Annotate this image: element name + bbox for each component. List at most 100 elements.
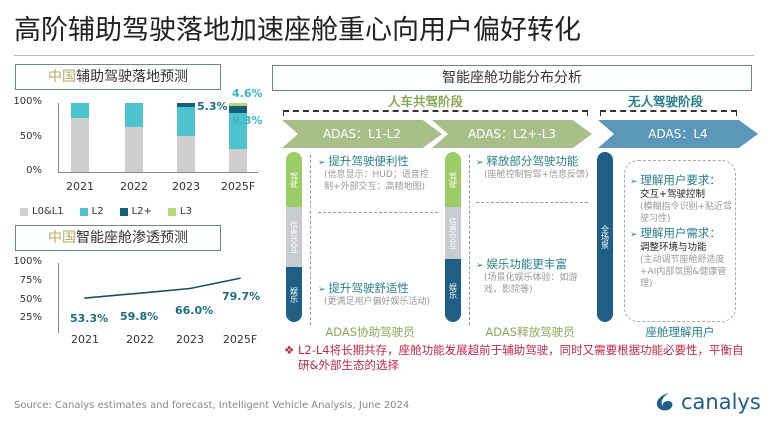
col3-box <box>624 160 736 322</box>
line-x-tick: 2025F <box>222 333 258 346</box>
line-y-tick: 25% <box>19 312 42 324</box>
line-data-label: 66.0% <box>175 304 214 317</box>
key-note: ❖ L2-L4将长期共存，座舱功能发展超前于辅助驾驶，同时又需要根据功能必要性，… <box>284 343 754 373</box>
line-plot <box>84 277 241 299</box>
col3-bold-2: 调整环境与功能 <box>640 242 707 253</box>
canalys-logo-text: canalys <box>681 390 761 414</box>
divider <box>476 202 588 203</box>
bar-L2+-2025F <box>229 106 247 113</box>
col1-sub-1: (信息显示：HUD；语音控制+外部交互：高精地图) <box>324 170 429 192</box>
legend-swatch <box>167 207 176 216</box>
bar-L2-2021 <box>71 103 89 119</box>
title-divider <box>14 55 754 56</box>
pill-col2: 驾驶 信息交互 娱乐 <box>445 152 461 322</box>
arrow-l1-l2: ADAS：L1-L2 <box>282 120 442 148</box>
bar-L2+-2023 <box>177 103 195 107</box>
legend-item: L3 <box>167 206 192 217</box>
pill-driving: 驾驶 <box>286 152 302 207</box>
pill-entertainment: 娱乐 <box>286 267 302 322</box>
line-data-label: 79.7% <box>222 290 261 303</box>
col1-caption: ADAS协助驾驶员 <box>325 325 415 339</box>
bar-chart-title-prefix: 中国 <box>48 69 76 85</box>
bar-L0&L1-2025F <box>229 149 247 172</box>
bar-x-tick: 2021 <box>66 180 94 193</box>
pill-all-scenario: 全场景 <box>597 152 613 322</box>
arrow-l4: ADAS：L4 <box>598 120 758 148</box>
bar-y-axis <box>58 103 59 172</box>
col1-bottom: 提升驾驶舒适性 (更满足用户偏好娱乐活动) <box>318 280 436 308</box>
bar-y-tick: 100% <box>13 96 42 107</box>
bar-L0&L1-2021 <box>71 118 89 172</box>
line-series <box>84 277 241 299</box>
bar-L2-2022 <box>125 103 143 128</box>
col1-heading-1: 提升驾驶便利性 <box>318 153 436 169</box>
col2-sub-2: (场景化娱乐体验：如游戏，影院等) <box>484 273 578 295</box>
bar-L3-2025F <box>229 103 247 107</box>
line-x-tick: 2022 <box>126 333 154 346</box>
bar-x-tick: 2023 <box>172 180 200 193</box>
col2-sub-1: (座舱控制智驾+信息反馈) <box>484 170 589 180</box>
pill-info: 信息交互 <box>445 207 461 259</box>
line-y-tick: 50% <box>19 293 42 305</box>
line-point <box>139 292 141 294</box>
col3-sub-2: (主动调节座舱舒适度+AI内部氛围&健康管理) <box>640 255 727 289</box>
line-y-tick: 100% <box>13 256 42 267</box>
bar-legend: L0&L1 L2 L2+ L3 <box>20 206 192 217</box>
legend-swatch <box>119 207 128 216</box>
bar-label-l2plus-2023: 5.3% <box>197 100 228 113</box>
bar-x-tick: 2022 <box>120 180 148 193</box>
stage-co-driving: 人车共驾阶段 <box>388 94 464 109</box>
col2-heading-1: 释放部分驾驶功能 <box>476 153 594 169</box>
line-chart-title-text: 智能座舱渗透预测 <box>76 230 188 246</box>
col2-top: 释放部分驾驶功能 (座舱控制智驾+信息反馈) <box>476 153 594 181</box>
divider <box>318 212 438 213</box>
line-point <box>84 297 86 299</box>
col3-bold-1: 交互+驾驶控制 <box>640 189 705 200</box>
source-note: Source: Canalys estimates and forecast, … <box>14 400 410 411</box>
line-y-axis <box>58 263 59 333</box>
line-point <box>239 277 241 280</box>
stage-bracket-2 <box>600 110 737 116</box>
legend-item: L0&L1 <box>20 206 64 217</box>
canalys-logo: canalys <box>655 390 761 414</box>
diamond-bullet-icon: ❖ <box>284 343 298 357</box>
col2-bottom: 娱乐功能更丰富 (场景化娱乐体验：如游戏，影院等) <box>476 256 591 296</box>
col1-heading-2: 提升驾驶舒适性 <box>318 280 436 296</box>
bar-x-axis <box>58 172 258 173</box>
pill-col3: 全场景 <box>597 152 613 322</box>
bar-y-tick: 50% <box>19 130 42 142</box>
line-chart-title: 中国智能座舱渗透预测 <box>15 225 221 251</box>
canalys-logo-icon <box>656 393 673 411</box>
bar-label-l2plus-2025: 9.3% <box>232 114 263 127</box>
legend-label: L2 <box>91 206 104 217</box>
slide-title: 高阶辅助驾驶落地加速座舱重心向用户偏好转化 <box>14 15 581 46</box>
bar-label-l3-2025: 4.6% <box>232 87 263 100</box>
legend-item: L2+ <box>119 206 152 217</box>
legend-label: L3 <box>179 206 192 217</box>
bar-L2-2025F <box>229 112 247 150</box>
col3-sub-1: (模糊指令识别+贴近驾驶习性) <box>640 202 733 224</box>
bar-x-tick: 2025F <box>220 180 256 193</box>
stage-bracket-1 <box>283 110 588 116</box>
divider <box>469 155 470 325</box>
pill-entertainment: 娱乐 <box>445 259 461 322</box>
col2-heading-2: 娱乐功能更丰富 <box>476 256 591 272</box>
legend-swatch <box>20 207 28 216</box>
bar-L0&L1-2023 <box>177 136 195 172</box>
bar-chart-title: 中国辅助驾驶落地预测 <box>15 64 221 90</box>
key-note-text: L2-L4将长期共存，座舱功能发展超前于辅助驾驶，同时又需要根据功能必要性，平衡… <box>297 343 744 372</box>
bar-L2-2023 <box>177 106 195 137</box>
bar-L0&L1-2022 <box>125 127 143 172</box>
pill-info: 信息交互 <box>286 207 302 267</box>
line-y-tick: 75% <box>19 274 42 286</box>
stage-driverless: 无人驾驶阶段 <box>628 94 704 109</box>
divider <box>310 155 311 325</box>
legend-swatch <box>79 207 88 216</box>
legend-label: L2+ <box>131 206 152 217</box>
col1-sub-2: (更满足用户偏好娱乐活动) <box>324 297 431 307</box>
col3-content: 理解用户要求： 交互+驾驶控制 (模糊指令识别+贴近驾驶习性) 理解用户需求： … <box>630 172 734 290</box>
line-chart: 25% 50% 75% 100% 2021 2022 2023 2025F 53.3% 59.8%… <box>0 0 270 360</box>
col3-heading-2: 理解用户需求： <box>630 225 734 241</box>
pill-driving: 驾驶 <box>445 152 461 207</box>
col2-caption: ADAS释放驾驶员 <box>485 325 575 339</box>
